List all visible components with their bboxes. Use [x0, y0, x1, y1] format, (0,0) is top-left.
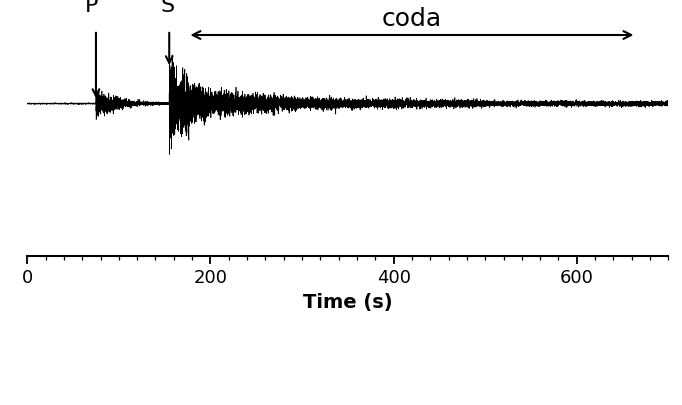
Text: S: S — [160, 0, 174, 16]
Text: coda: coda — [382, 7, 442, 32]
X-axis label: Time (s): Time (s) — [303, 293, 393, 312]
Text: P: P — [85, 0, 98, 16]
